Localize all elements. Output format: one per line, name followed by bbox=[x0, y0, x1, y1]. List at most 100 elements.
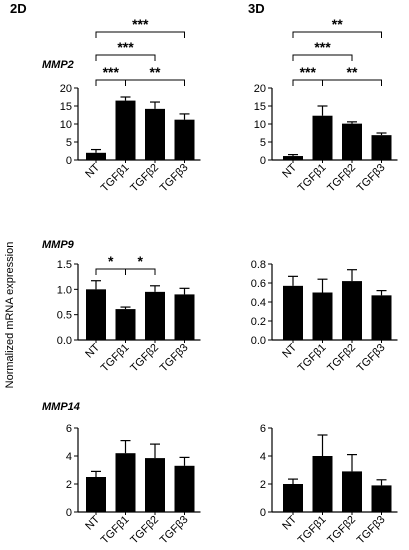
y-tick-label: 0.5 bbox=[57, 310, 72, 322]
bar-tgfβ1 bbox=[115, 309, 136, 340]
category-label: TGFβ3 bbox=[355, 342, 388, 375]
category-label: TGFβ3 bbox=[355, 514, 388, 547]
category-label: TGFβ1 bbox=[99, 162, 132, 195]
y-tick-label: 0 bbox=[66, 507, 72, 519]
y-tick-label: 15 bbox=[60, 101, 72, 113]
significance-label: ** bbox=[347, 64, 358, 80]
bar-nt bbox=[283, 156, 303, 160]
significance-label: *** bbox=[117, 39, 134, 55]
y-axis-label: Normalized mRNA expression bbox=[4, 242, 16, 389]
gene-label: MMP2 bbox=[42, 59, 74, 71]
significance-bracket bbox=[95, 54, 156, 61]
significance-label: ** bbox=[150, 64, 161, 80]
category-label: TGFβ2 bbox=[128, 162, 161, 195]
bar-tgfβ2 bbox=[342, 123, 362, 160]
y-tick-label: 5 bbox=[66, 137, 72, 149]
category-label: TGFβ1 bbox=[296, 342, 329, 375]
y-tick-label: 0.8 bbox=[251, 259, 266, 271]
y-tick-label: 6 bbox=[260, 423, 266, 435]
bar-tgfβ2 bbox=[145, 108, 165, 160]
bar-tgfβ1 bbox=[312, 456, 333, 512]
y-tick-label: 0.0 bbox=[251, 335, 266, 347]
category-label: NT bbox=[280, 341, 299, 360]
y-tick-label: 2 bbox=[260, 479, 266, 491]
significance-label: * bbox=[138, 253, 144, 269]
category-label: TGFβ2 bbox=[128, 342, 161, 375]
significance-bracket bbox=[125, 79, 185, 86]
significance-bracket bbox=[125, 268, 156, 275]
significance-bracket bbox=[322, 79, 382, 86]
bar-tgfβ3 bbox=[371, 485, 392, 512]
bar-nt bbox=[283, 484, 303, 512]
significance-label: *** bbox=[103, 64, 120, 80]
gene-label: MMP14 bbox=[42, 401, 80, 413]
category-label: TGFβ2 bbox=[128, 514, 161, 547]
significance-label: *** bbox=[300, 64, 317, 80]
significance-label: ** bbox=[332, 16, 343, 32]
column-header-2d: 2D bbox=[10, 1, 27, 16]
bar-tgfβ1 bbox=[312, 115, 333, 160]
y-tick-label: 4 bbox=[66, 451, 72, 463]
y-tick-label: 0 bbox=[66, 155, 72, 167]
y-tick-label: 15 bbox=[254, 101, 266, 113]
bar-nt bbox=[283, 285, 303, 340]
bar-tgfβ1 bbox=[312, 292, 333, 340]
significance-label: *** bbox=[314, 39, 331, 55]
category-label: NT bbox=[83, 513, 102, 532]
category-label: NT bbox=[83, 161, 102, 180]
bar-tgfβ2 bbox=[145, 458, 165, 512]
significance-bracket bbox=[292, 54, 353, 61]
bar-nt bbox=[86, 152, 106, 160]
bar-tgfβ2 bbox=[342, 281, 362, 340]
significance-label: * bbox=[108, 253, 114, 269]
y-tick-label: 1.5 bbox=[57, 259, 72, 271]
significance-bracket bbox=[95, 31, 185, 38]
gene-label: MMP9 bbox=[42, 239, 75, 251]
bar-tgfβ1 bbox=[115, 100, 136, 160]
category-label: NT bbox=[280, 513, 299, 532]
y-tick-label: 5 bbox=[260, 137, 266, 149]
y-tick-label: 0.0 bbox=[57, 335, 72, 347]
significance-bracket bbox=[95, 79, 126, 86]
category-label: TGFβ1 bbox=[99, 342, 132, 375]
bar-tgfβ3 bbox=[174, 465, 195, 512]
category-label: TGFβ1 bbox=[296, 514, 329, 547]
y-tick-label: 6 bbox=[66, 423, 72, 435]
y-tick-label: 10 bbox=[60, 119, 72, 131]
y-tick-label: 0.2 bbox=[251, 316, 266, 328]
y-tick-label: 0 bbox=[260, 155, 266, 167]
category-label: TGFβ3 bbox=[158, 162, 191, 195]
bar-tgfβ2 bbox=[145, 291, 165, 340]
category-label: NT bbox=[83, 341, 102, 360]
category-label: TGFβ2 bbox=[325, 342, 358, 375]
significance-bracket bbox=[292, 31, 382, 38]
significance-bracket bbox=[292, 79, 323, 86]
category-label: TGFβ1 bbox=[99, 514, 132, 547]
y-tick-label: 10 bbox=[254, 119, 266, 131]
y-tick-label: 20 bbox=[60, 83, 72, 95]
y-tick-label: 0 bbox=[260, 507, 266, 519]
bar-tgfβ3 bbox=[174, 294, 195, 340]
y-tick-label: 0.6 bbox=[251, 278, 266, 290]
category-label: TGFβ2 bbox=[325, 162, 358, 195]
y-tick-label: 20 bbox=[254, 83, 266, 95]
bar-tgfβ2 bbox=[342, 471, 362, 512]
category-label: TGFβ3 bbox=[158, 342, 191, 375]
bar-tgfβ3 bbox=[371, 135, 392, 160]
bar-tgfβ3 bbox=[371, 295, 392, 340]
category-label: TGFβ3 bbox=[355, 162, 388, 195]
category-label: TGFβ2 bbox=[325, 514, 358, 547]
category-label: NT bbox=[280, 161, 299, 180]
category-label: TGFβ1 bbox=[296, 162, 329, 195]
bar-nt bbox=[86, 477, 106, 512]
y-tick-label: 2 bbox=[66, 479, 72, 491]
significance-label: *** bbox=[132, 16, 149, 32]
significance-bracket bbox=[95, 268, 126, 275]
